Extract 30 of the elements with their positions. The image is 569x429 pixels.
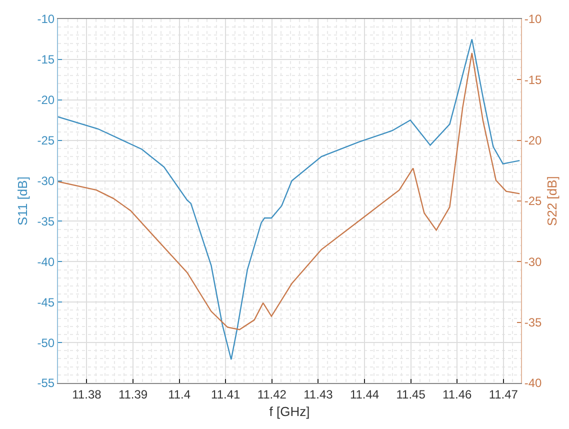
y-tick-label: -30 — [37, 174, 55, 188]
y-tick-label: -45 — [37, 295, 55, 310]
x-tick-label: 11.45 — [396, 387, 426, 402]
y2-tick-label: -15 — [524, 72, 542, 87]
x-tick-label: 11.41 — [211, 387, 241, 402]
y2-tick-label: -35 — [524, 316, 542, 330]
y-tick-label: -15 — [37, 52, 55, 67]
x-tick-label: 11.4 — [168, 387, 191, 402]
x-tick-label: 11.46 — [442, 387, 472, 402]
x-tick-label: 11.42 — [257, 387, 287, 402]
x-tick-label: 11.44 — [350, 387, 380, 402]
y2-tick-label: -10 — [524, 12, 542, 26]
y-tick-label: -20 — [37, 93, 55, 108]
x-axis-title: f [GHz] — [269, 404, 310, 419]
y-tick-label: -10 — [37, 12, 55, 26]
y-tick-label: -35 — [37, 214, 55, 228]
y2-tick-label: -25 — [524, 194, 542, 208]
x-tick-label: 11.38 — [72, 387, 102, 402]
y-tick-label: -25 — [37, 134, 55, 148]
y-tick-label: -55 — [37, 376, 55, 390]
y-axis-title: S11 [dB] — [15, 176, 30, 226]
y-tick-label: -40 — [37, 254, 55, 269]
y2-tick-label: -40 — [524, 376, 542, 390]
y2-tick-label: -20 — [524, 134, 542, 148]
x-tick-label: 11.39 — [118, 387, 148, 402]
x-tick-label: 11.43 — [304, 387, 334, 402]
y2-tick-label: -30 — [524, 254, 542, 269]
y2-axis-title: S22 [dB] — [544, 176, 560, 226]
y-tick-label: -50 — [37, 336, 55, 350]
x-tick-label: 11.47 — [488, 387, 518, 402]
